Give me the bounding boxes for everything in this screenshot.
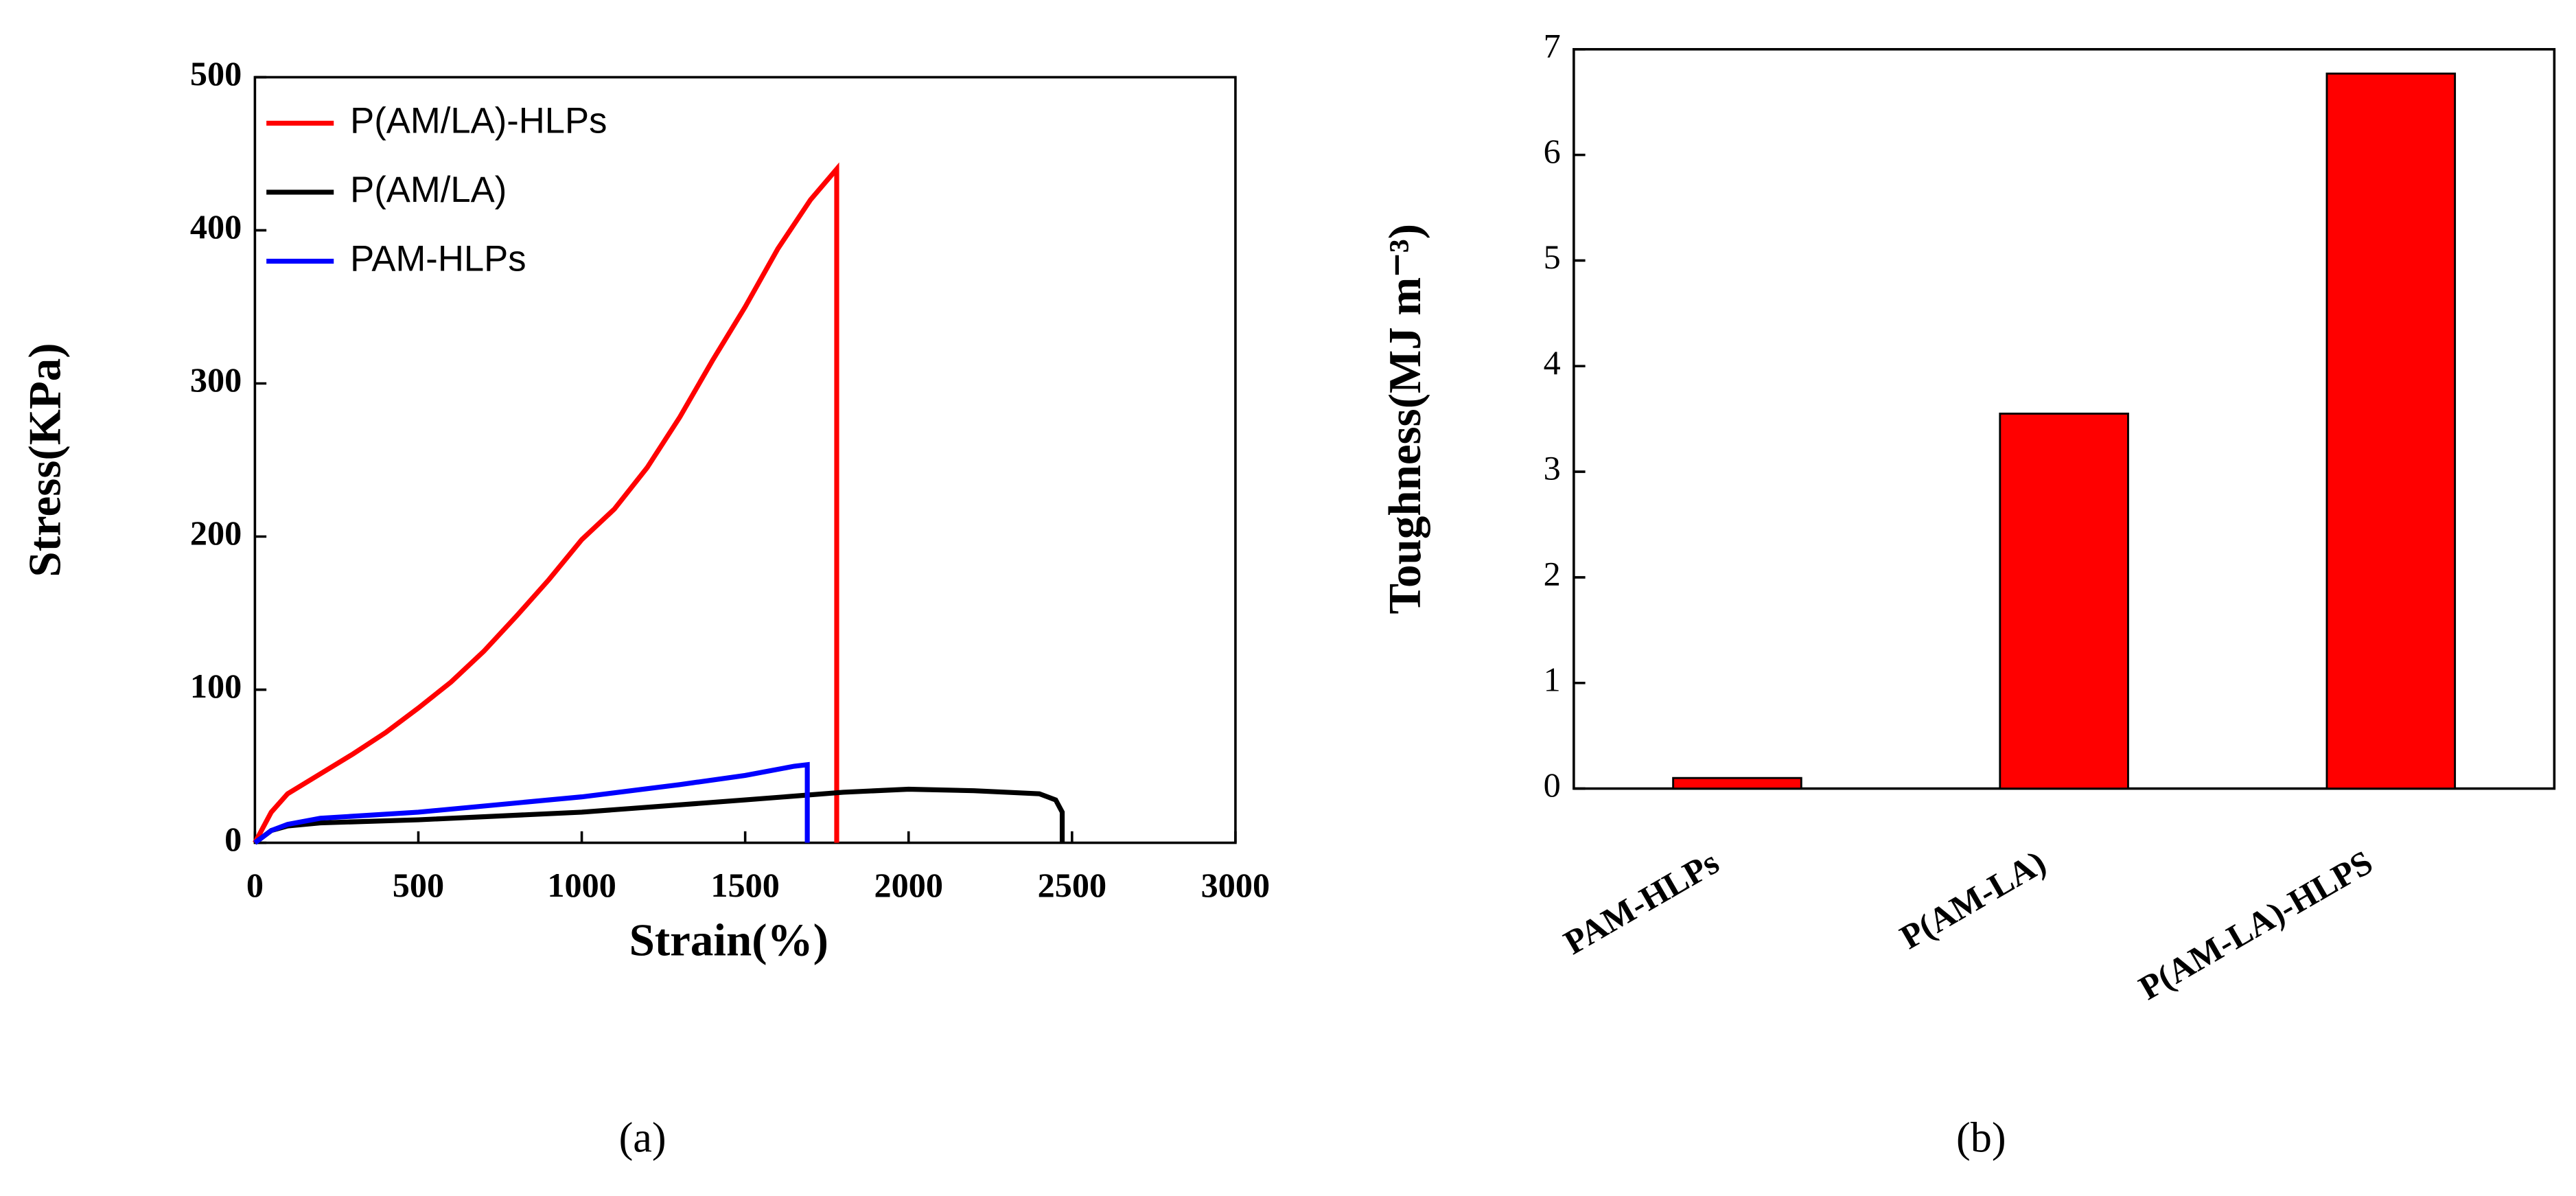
y-axis-label: Stress(KPa): [20, 343, 71, 577]
x-tick-label: 500: [393, 866, 444, 904]
y-tick-label: 300: [190, 360, 242, 399]
bar: [1672, 777, 1802, 790]
x-axis-label: Strain(%): [629, 915, 828, 965]
y-tick-label: 0: [1544, 766, 1561, 804]
bar: [2325, 72, 2457, 790]
legend-label: PAM-HLPs: [350, 238, 526, 279]
panel-caption: (b): [1956, 1114, 2006, 1161]
y-tick-label: 500: [190, 54, 242, 93]
y-axis-label: Toughness(MJ m⁻³): [1380, 224, 1430, 614]
y-tick-label: 6: [1544, 132, 1561, 170]
legend-label: P(AM/LA)-HLPs: [350, 100, 607, 141]
y-tick-label: 2: [1544, 554, 1561, 593]
y-tick-label: 3: [1544, 449, 1561, 487]
y-tick-label: 7: [1544, 26, 1561, 65]
x-tick-label: 2000: [874, 866, 944, 904]
x-tick-label: 2500: [1038, 866, 1107, 904]
y-tick-label: 400: [190, 207, 242, 246]
y-tick-label: 200: [190, 514, 242, 552]
y-tick-label: 0: [224, 820, 242, 858]
y-tick-label: 100: [190, 667, 242, 705]
data-line: [253, 162, 839, 844]
y-tick-label: 5: [1544, 238, 1561, 276]
x-tick-label: 3000: [1201, 866, 1270, 904]
y-tick-label: 4: [1544, 343, 1561, 382]
x-tick-label: 1500: [710, 866, 780, 904]
x-tick-label: PAM-HLPs: [1557, 842, 1726, 962]
x-tick-label: 0: [246, 866, 264, 904]
data-line: [253, 761, 810, 845]
y-tick-label: 1: [1544, 660, 1561, 698]
x-tick-label: P(AM-LA): [1894, 842, 2052, 956]
panel-caption: (a): [619, 1114, 666, 1161]
x-tick-label: 1000: [547, 866, 616, 904]
bar: [1999, 413, 2129, 790]
legend-label: P(AM/LA): [350, 170, 507, 210]
x-tick-label: P(AM-LA)-HLPS: [2133, 842, 2379, 1007]
